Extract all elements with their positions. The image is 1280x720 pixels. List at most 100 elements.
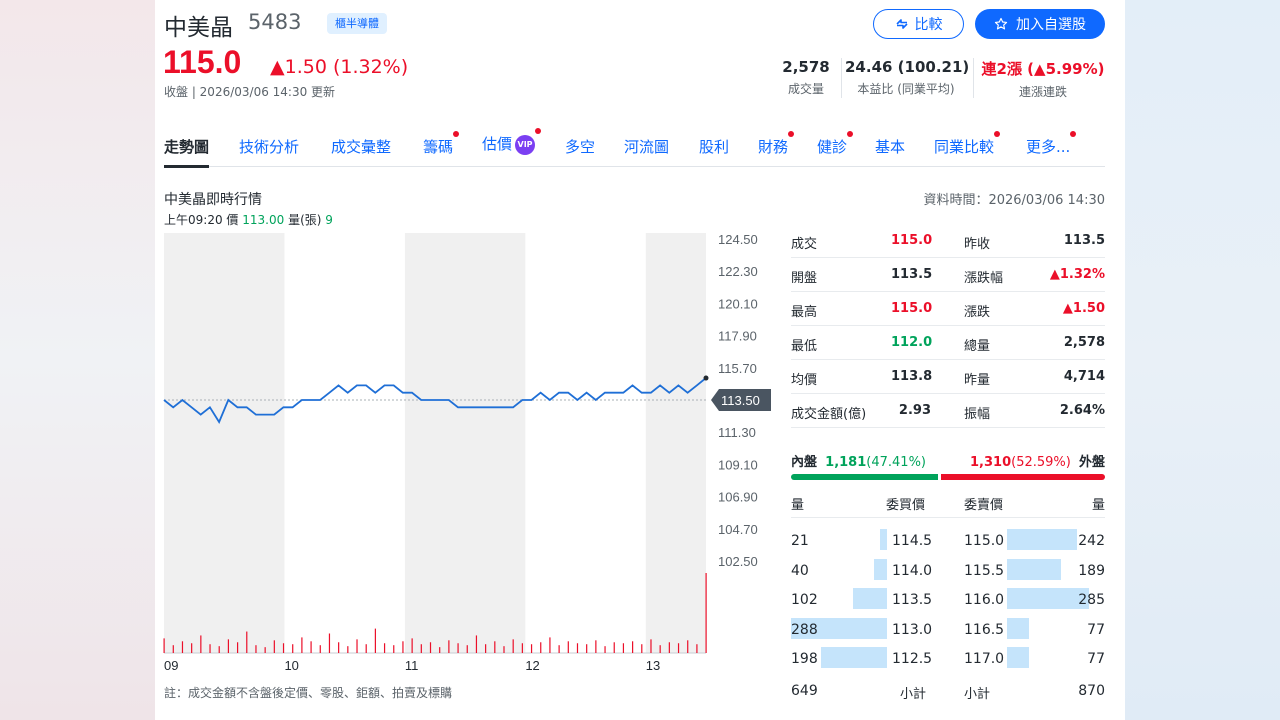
quote-row: 成交 115.0 昨收 113.5 bbox=[791, 224, 1105, 258]
x-tick-label: 13 bbox=[646, 658, 660, 673]
ask-price[interactable]: 115.0 bbox=[964, 533, 1005, 549]
industry-badge[interactable]: 櫃半導體 bbox=[327, 13, 387, 34]
new-dot bbox=[994, 131, 1001, 137]
intraday-chart[interactable]: 124.50 122.30 120.10 117.90 115.70 113.50 111.… bbox=[155, 228, 785, 678]
new-dot bbox=[535, 128, 542, 134]
quote-row: 開盤 113.5 漲跌幅 ▲1.32% bbox=[791, 258, 1105, 292]
divider bbox=[841, 58, 842, 98]
y-tick-label: 104.70 bbox=[718, 522, 758, 537]
volume-bar bbox=[530, 644, 533, 653]
quote-label: 最高 bbox=[791, 305, 818, 320]
tab-financials[interactable]: 財務 bbox=[758, 131, 795, 157]
x-tick-label: 12 bbox=[525, 658, 539, 673]
tab-dividend[interactable]: 股利 bbox=[699, 136, 729, 157]
quote-label: 漲跌幅 bbox=[964, 271, 1004, 286]
tab-longshort[interactable]: 多空 bbox=[565, 136, 595, 157]
stock-page: 中美晶 5483 櫃半導體 115.0 ▲1.50 (1.32%) 收盤 | 2… bbox=[155, 0, 1125, 720]
bid-depth-bar bbox=[880, 529, 887, 550]
tab-label: 估價 bbox=[482, 135, 513, 153]
volume-bar bbox=[485, 644, 487, 653]
stat-streak: 連2漲 (▲5.99%) 連漲連跌 bbox=[979, 58, 1107, 100]
volume-bar bbox=[264, 647, 266, 653]
inner-bar bbox=[791, 474, 938, 480]
outer-bar bbox=[941, 474, 1105, 480]
y-tick-label: 109.10 bbox=[718, 457, 758, 472]
x-tick-label: 10 bbox=[284, 658, 298, 673]
reference-label: 113.50 bbox=[721, 393, 760, 408]
tab-peer-compare[interactable]: 同業比較 bbox=[934, 131, 1001, 157]
volume-bar bbox=[567, 641, 569, 653]
new-dot bbox=[788, 131, 795, 137]
inner-volume: 內盤 1,181(47.41%) bbox=[791, 451, 926, 470]
hover-price: 113.00 bbox=[242, 213, 285, 227]
tab-technical[interactable]: 技術分析 bbox=[239, 136, 299, 157]
quote-value: 2.64% bbox=[1059, 403, 1105, 418]
quote-value: 2.93 bbox=[898, 403, 931, 418]
outer-volume: 1,310(52.59%) 外盤 bbox=[970, 451, 1105, 470]
tab-health[interactable]: 健診 bbox=[817, 131, 854, 157]
quote-label: 成交金額(億) bbox=[791, 407, 867, 422]
ask-price[interactable]: 115.5 bbox=[964, 562, 1005, 579]
price-change: ▲1.50 (1.32%) bbox=[270, 56, 409, 78]
new-dot bbox=[453, 131, 460, 137]
quote-label: 昨收 bbox=[964, 237, 991, 252]
bid-depth-bar bbox=[791, 617, 887, 639]
volume-bar bbox=[181, 641, 184, 653]
current-price: 115.0 bbox=[163, 44, 242, 80]
volume-bar bbox=[301, 637, 303, 653]
quote-value: 112.0 bbox=[891, 335, 933, 350]
bid-depth-bar bbox=[821, 647, 887, 668]
stock-name: 中美晶 bbox=[164, 15, 233, 41]
tab-more[interactable]: 更多... bbox=[1026, 131, 1077, 157]
tab-label: 成交彙整 bbox=[331, 138, 392, 156]
stat-label: 本益比 (同業平均) bbox=[857, 82, 955, 96]
volume-bar bbox=[687, 640, 689, 653]
order-row: 198 112.5 117.0 77 bbox=[791, 645, 1105, 674]
add-watchlist-button[interactable]: 加入自選股 bbox=[975, 9, 1105, 39]
tab-label: 走勢圖 bbox=[164, 138, 210, 156]
bid-price[interactable]: 114.5 bbox=[892, 533, 933, 549]
tab-trend[interactable]: 走勢圖 bbox=[164, 136, 210, 168]
volume-bar bbox=[439, 647, 441, 653]
volume-bar bbox=[512, 639, 514, 653]
volume-bar bbox=[475, 635, 478, 653]
order-row: 102 113.5 116.0 285 bbox=[791, 586, 1105, 615]
compare-button[interactable]: 比較 bbox=[873, 9, 964, 39]
y-tick-label: 124.50 bbox=[718, 232, 758, 247]
bid-price[interactable]: 113.0 bbox=[892, 621, 933, 638]
volume-bar bbox=[549, 637, 551, 653]
tab-river[interactable]: 河流圖 bbox=[624, 136, 669, 157]
volume-bar bbox=[338, 642, 340, 653]
volume-bar bbox=[494, 641, 496, 653]
bid-price[interactable]: 112.5 bbox=[892, 651, 933, 667]
bid-depth-bar bbox=[853, 588, 887, 609]
ob-head-qty: 量 bbox=[791, 498, 805, 513]
tab-valuation[interactable]: 估價 VIP bbox=[482, 128, 542, 155]
ask-total: 870 bbox=[1078, 683, 1105, 699]
tab-basic[interactable]: 基本 bbox=[875, 136, 905, 157]
volume-bar bbox=[677, 643, 680, 653]
bid-price[interactable]: 114.0 bbox=[892, 562, 933, 579]
quote-value: 113.5 bbox=[891, 267, 933, 282]
quote-label: 成交 bbox=[791, 237, 818, 252]
volume-bar bbox=[632, 641, 634, 653]
quote-value: ▲1.50 bbox=[1062, 301, 1105, 316]
stat-value: 24.46 (100.21) bbox=[845, 58, 970, 76]
vip-icon: VIP bbox=[515, 134, 536, 155]
hover-vol-label: 量(張) bbox=[288, 213, 322, 227]
ask-price[interactable]: 116.5 bbox=[964, 621, 1005, 638]
ask-price[interactable]: 116.0 bbox=[964, 592, 1005, 608]
tab-label: 河流圖 bbox=[624, 138, 670, 156]
bid-qty: 198 bbox=[791, 651, 818, 667]
compare-label: 比較 bbox=[914, 17, 943, 33]
ask-depth-bar bbox=[1007, 647, 1029, 668]
ask-price[interactable]: 117.0 bbox=[964, 651, 1005, 667]
hour-band bbox=[164, 233, 285, 653]
quote-value: 2,578 bbox=[1063, 335, 1105, 350]
tab-trades[interactable]: 成交彙整 bbox=[331, 136, 391, 157]
bid-price[interactable]: 113.5 bbox=[892, 592, 933, 608]
tab-bar: 走勢圖 技術分析 成交彙整 籌碼 估價 VIP 多空 河流圖 股利 財務 健診 基… bbox=[164, 127, 1105, 168]
tab-chips[interactable]: 籌碼 bbox=[423, 131, 460, 157]
tab-label: 健診 bbox=[817, 138, 848, 156]
add-watchlist-label: 加入自選股 bbox=[1016, 17, 1086, 33]
